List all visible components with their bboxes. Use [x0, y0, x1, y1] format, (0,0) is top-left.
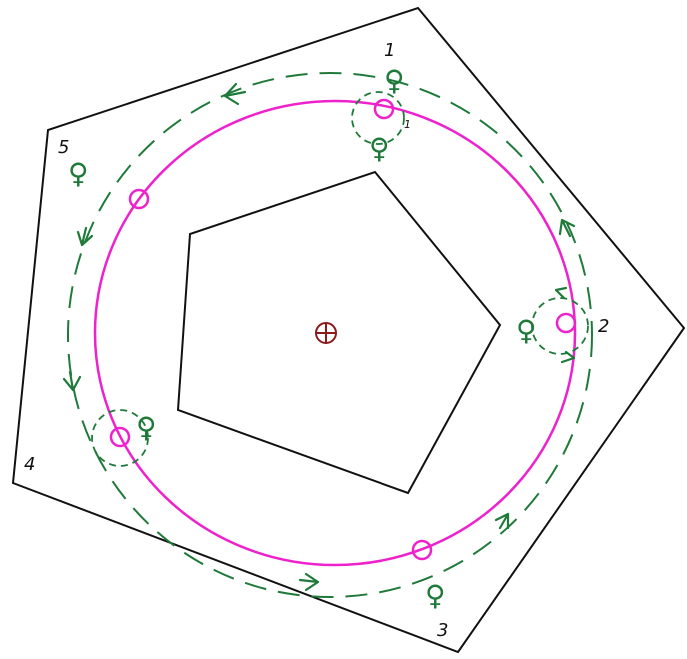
retro-loop-1 — [351, 91, 405, 145]
green-dashed-path — [67, 72, 593, 598]
orbit-point-4 — [109, 426, 131, 448]
label-1-small: 1 — [404, 118, 411, 131]
venus-icon: ♀ — [136, 411, 157, 444]
orbit-point-3 — [411, 539, 433, 561]
orbit-points — [109, 98, 577, 561]
inner-pentagon — [176, 170, 502, 495]
venus-icon: ♀ — [369, 132, 390, 165]
path-arrows — [62, 82, 576, 592]
venus-symbols: ♀ ♀ ♀ ♀ ♀ ♀ — [68, 64, 537, 612]
label-1: 1 — [384, 40, 395, 61]
retro-loop-2 — [531, 297, 589, 355]
arrow-icon — [223, 82, 247, 106]
orbit-point-2 — [555, 312, 577, 334]
retro-loop-4 — [91, 409, 149, 467]
orbit-circle — [93, 99, 577, 567]
label-4: 4 — [24, 454, 35, 475]
venus-icon: ♀ — [425, 579, 446, 612]
orbit-point-5 — [128, 188, 150, 210]
arrow-icon — [62, 370, 82, 392]
arrow-icon — [554, 286, 568, 300]
outer-pentagon — [11, 6, 686, 654]
earth-symbol-icon — [315, 322, 337, 344]
label-2: 2 — [598, 316, 609, 337]
venus-icon: ♀ — [384, 64, 405, 97]
arrow-icon — [558, 218, 576, 238]
arrow-icon — [298, 572, 320, 592]
arrow-icon — [560, 350, 576, 364]
arrow-icon — [494, 512, 510, 530]
venus-icon: ♀ — [68, 157, 89, 190]
arrow-icon — [76, 226, 94, 247]
label-5: 5 — [58, 137, 69, 158]
venus-icon: ♀ — [516, 314, 537, 347]
label-3: 3 — [437, 620, 448, 641]
orbit-point-1 — [373, 98, 395, 120]
